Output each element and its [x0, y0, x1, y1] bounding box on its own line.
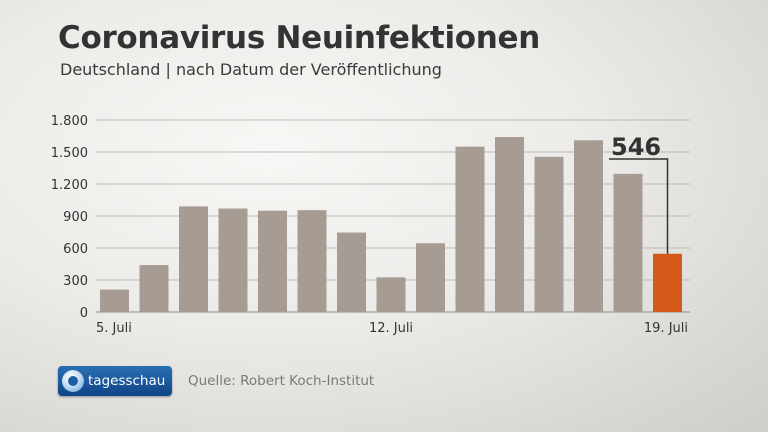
y-tick-label: 1.200 — [51, 178, 88, 193]
globe-icon — [62, 370, 84, 392]
bar — [218, 208, 248, 312]
y-tick-label: 1.500 — [51, 146, 88, 161]
bar — [100, 289, 129, 312]
logo-text: tagesschau — [88, 373, 166, 389]
y-tick-label: 900 — [63, 210, 88, 225]
bar — [139, 265, 169, 312]
bar — [297, 210, 327, 312]
bar — [455, 146, 485, 312]
y-tick-label: 300 — [63, 274, 88, 289]
bar — [258, 210, 287, 312]
bar — [179, 206, 208, 312]
bar — [416, 243, 445, 312]
chart-title: Coronavirus Neuinfektionen — [58, 20, 541, 56]
source-label: Quelle: Robert Koch-Institut — [188, 373, 375, 389]
y-tick-label: 0 — [80, 306, 88, 321]
bar — [613, 173, 643, 312]
bar — [495, 137, 524, 312]
x-tick-label: 19. Juli — [644, 321, 688, 336]
bar — [653, 253, 682, 312]
annotation-leader-line — [609, 158, 669, 254]
chart-subtitle: Deutschland | nach Datum der Veröffentli… — [60, 60, 442, 79]
y-tick-label: 600 — [63, 242, 88, 257]
bar — [337, 232, 366, 312]
tagesschau-logo: tagesschau — [58, 366, 172, 396]
annotation-label: 546 — [611, 133, 661, 161]
x-tick-label: 5. Juli — [96, 321, 132, 336]
x-tick-label: 12. Juli — [369, 321, 413, 336]
y-tick-label: 1.800 — [51, 114, 88, 129]
bar — [376, 277, 406, 312]
bar — [534, 156, 564, 312]
bar — [574, 140, 603, 312]
